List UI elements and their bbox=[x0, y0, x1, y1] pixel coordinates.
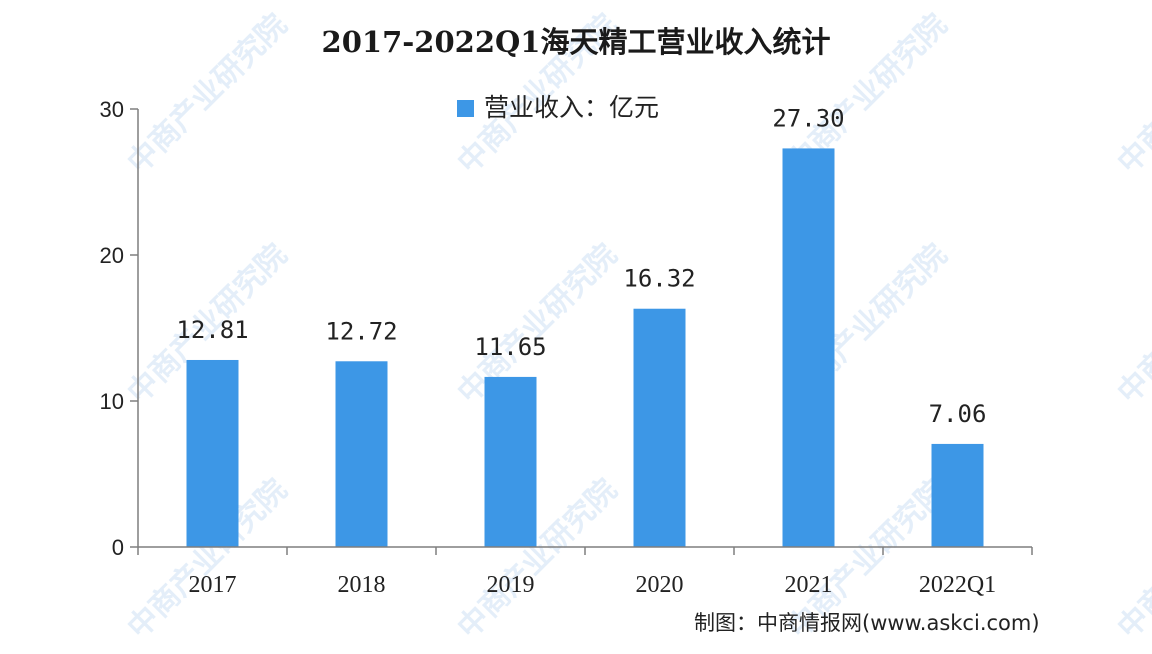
legend-swatch bbox=[457, 100, 474, 117]
watermark-text: 中商产业研究院 bbox=[451, 472, 624, 645]
chart-title: 2017-2022Q1海天精工营业收入统计 bbox=[322, 25, 831, 59]
x-axis: 2017 2018 2019 2020 2021 2022Q1 bbox=[137, 546, 1033, 598]
bar-2022Q1 bbox=[931, 443, 984, 547]
data-labels: 12.81 12.72 11.65 16.32 27.30 7.06 bbox=[176, 104, 986, 428]
data-label-2021: 27.30 bbox=[772, 104, 844, 132]
x-tick-label-2017: 2017 bbox=[189, 572, 237, 598]
watermark-text: 中商产业研究院 bbox=[1111, 472, 1152, 645]
bar-2020 bbox=[633, 308, 686, 547]
data-label-2022Q1: 7.06 bbox=[929, 400, 987, 428]
y-tick-label: 10 bbox=[100, 389, 124, 414]
data-label-2018: 12.72 bbox=[325, 317, 397, 345]
bar-2017 bbox=[186, 359, 239, 547]
legend: 营业收入：亿元 bbox=[457, 93, 659, 122]
legend-label: 营业收入：亿元 bbox=[484, 93, 659, 122]
watermark-text: 中商产业研究院 bbox=[121, 7, 294, 180]
watermark-text: 中商产业研究院 bbox=[451, 237, 624, 410]
watermark-text: 中商产业研究院 bbox=[1111, 7, 1152, 180]
x-tick-label-2019: 2019 bbox=[487, 572, 535, 598]
y-tick-label: 0 bbox=[112, 535, 124, 560]
x-tick-label-2021: 2021 bbox=[785, 572, 833, 598]
data-label-2019: 11.65 bbox=[474, 333, 546, 361]
data-label-2020: 16.32 bbox=[623, 265, 695, 293]
source-label: 制图：中商情报网(www.askci.com) bbox=[694, 611, 1040, 635]
y-tick-label: 20 bbox=[100, 243, 124, 268]
x-tick-label-2020: 2020 bbox=[636, 572, 684, 598]
watermark-text: 中商产业研究院 bbox=[1111, 237, 1152, 410]
bars bbox=[186, 148, 984, 548]
data-label-2017: 12.81 bbox=[176, 316, 248, 344]
x-tick-label-2018: 2018 bbox=[338, 572, 386, 598]
bar-2018 bbox=[335, 361, 388, 547]
bar-2021 bbox=[782, 148, 835, 548]
x-tick-label-2022Q1: 2022Q1 bbox=[919, 572, 996, 598]
y-tick-label: 30 bbox=[100, 97, 124, 122]
bar-2019 bbox=[484, 376, 537, 547]
y-axis: 0 10 20 30 bbox=[100, 97, 139, 560]
